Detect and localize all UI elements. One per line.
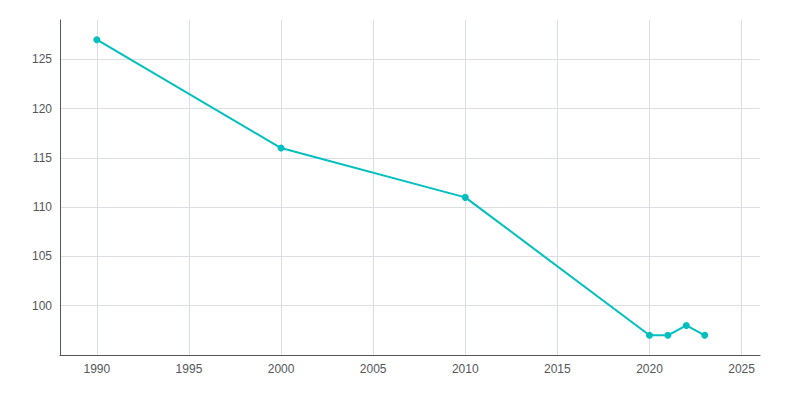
svg-text:120: 120 [32, 102, 52, 116]
svg-text:2000: 2000 [268, 362, 295, 376]
svg-text:100: 100 [32, 299, 52, 313]
svg-text:115: 115 [33, 151, 52, 165]
svg-text:110: 110 [33, 200, 52, 214]
svg-text:2010: 2010 [452, 362, 479, 376]
svg-text:105: 105 [32, 249, 52, 263]
svg-text:2025: 2025 [728, 362, 755, 376]
svg-text:1995: 1995 [176, 362, 203, 376]
svg-text:2020: 2020 [636, 362, 663, 376]
svg-text:2015: 2015 [544, 362, 571, 376]
svg-text:125: 125 [32, 52, 52, 66]
svg-text:2005: 2005 [360, 362, 387, 376]
svg-text:1990: 1990 [83, 362, 110, 376]
